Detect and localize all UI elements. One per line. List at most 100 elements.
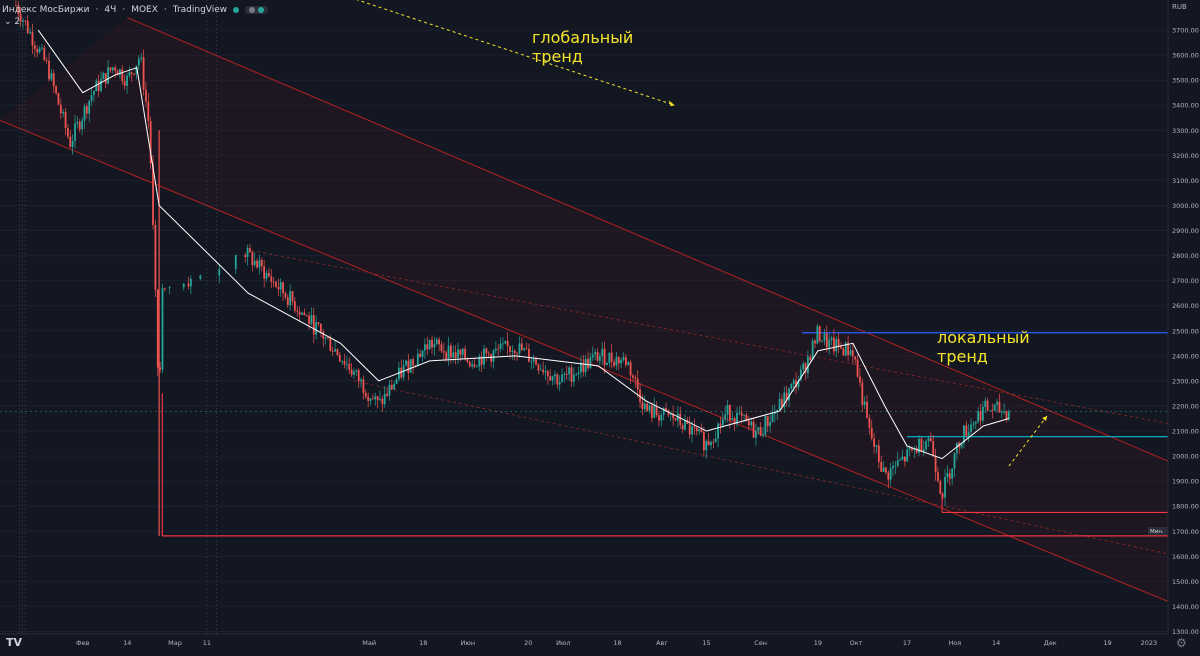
candle-body [577,372,580,374]
candle-body [792,380,795,385]
candle-body [920,438,923,452]
candle-body [653,406,656,418]
price-axis[interactable]: 1300.00 1400.00 1500.00 1600.00 1700.00 1800.… [1167,0,1200,656]
y-tick-label: 1800.00 [1172,503,1199,511]
candle-body [502,343,504,345]
candle-body [409,359,412,373]
y-tick-label: 2000.00 [1172,453,1199,461]
x-tick-label: Сен [754,639,767,647]
arrow-head-icon [1042,415,1048,421]
candle-body [821,340,824,342]
candle-body [620,359,623,364]
gear-icon[interactable]: ⚙ [1176,636,1187,650]
candle-body [386,393,388,396]
candle-body [963,425,965,444]
candle-body [145,89,147,102]
candle-body [648,405,651,411]
candle-body [655,406,658,416]
candle-body [643,403,646,410]
status-pill[interactable] [245,6,269,14]
candle-body [710,441,712,446]
candle-body [788,388,790,401]
candle-body [981,406,984,421]
candle-body [523,348,526,351]
candle-body [781,399,783,408]
candle-body [121,69,124,82]
candle-body [629,362,632,376]
candle-body [613,361,615,366]
candle-body [901,456,904,460]
candle-body [714,438,717,443]
candle-body [76,121,79,124]
candle-body [520,343,523,351]
candle-body [665,407,667,411]
candle-body [305,315,308,317]
candle-body [738,412,741,414]
candle-body [454,352,457,358]
trend-channels [0,0,1169,634]
candle-body [71,140,74,147]
candle-body [537,364,540,371]
y-tick-label: 3500.00 [1172,77,1199,85]
candle-body [556,374,559,385]
candle-body [303,312,306,316]
chart-grid [0,29,1168,632]
candle-body [331,351,334,352]
candle-body [598,356,601,361]
candle-body [499,343,502,349]
candle-body [147,101,150,122]
candle-body [478,356,481,367]
y-tick-label: 3600.00 [1172,52,1199,60]
candle-body [473,364,476,367]
x-tick-label: Дек [1044,639,1057,647]
candle-body [906,449,909,462]
candle-body [511,350,514,352]
candle-body [596,352,599,361]
indicator-count: 2 [14,17,21,27]
candle-body [634,377,637,379]
candle-body [100,79,102,91]
chevron-down-icon: ⌄ [4,17,12,27]
candle-body [944,476,946,498]
candle-body [941,493,944,498]
x-tick-label: 14 [992,639,1000,647]
candle-body [702,432,705,451]
candle-body [163,288,166,289]
time-axis[interactable]: Фев 14 Мар 11 Май 18 Июн 20 Июл 18 Авг 15 Сен 19 Окт 17… [0,633,1168,647]
x-tick-label: 17 [903,639,911,647]
symbol-name[interactable]: Индекс МосБиржи [2,5,90,15]
candle-body [431,339,433,348]
candle-body [797,380,800,388]
candle-body [494,348,497,351]
candle-body [246,248,249,258]
candle-body [390,384,393,390]
interval-label[interactable]: 4Ч [104,5,117,15]
y-tick-label: 1900.00 [1172,478,1199,486]
tradingview-logo-icon[interactable]: TV [6,636,23,649]
candle-body [319,323,322,332]
candle-body [109,67,112,71]
candle-body [137,58,140,66]
candle-body [168,287,171,289]
candle-body [1005,410,1008,420]
candle-body [911,447,913,451]
indicators-toggle[interactable]: ⌄ 2 [4,17,20,27]
candle-body [918,438,920,453]
candle-body [393,384,396,390]
candle-body [102,73,105,80]
x-tick-label: Июн [461,639,476,647]
candle-body [433,343,436,348]
candle-body [504,340,507,344]
candle-body [764,416,767,435]
candle-body [539,369,542,371]
candle-body [17,5,20,15]
y-tick-label: 2500.00 [1172,327,1199,335]
candle-body [830,337,833,340]
candle-body [412,359,414,366]
candle-body [263,266,266,279]
candle-body [868,418,871,428]
candle-body [450,345,452,358]
candle-body [128,72,131,76]
candle-body [29,31,31,33]
